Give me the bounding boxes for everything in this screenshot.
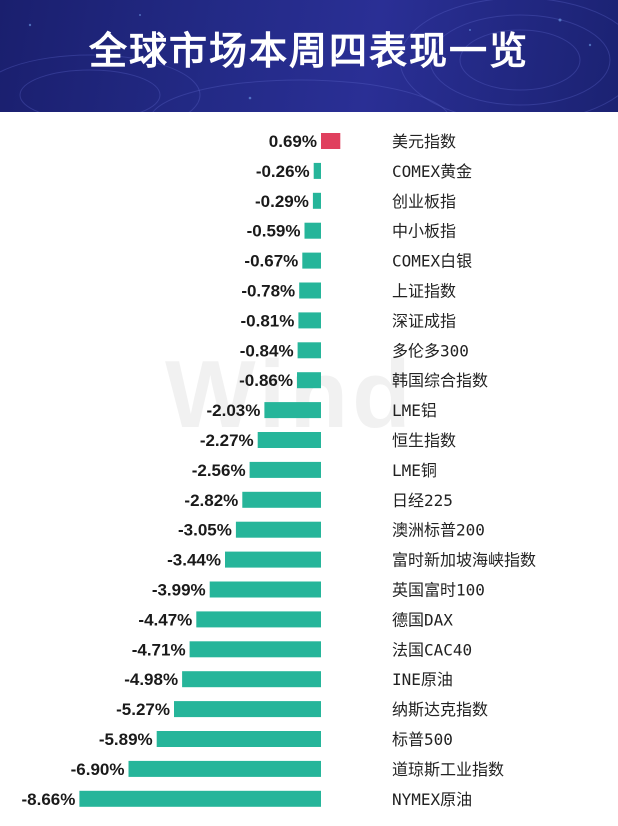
category-label-6: 深证成指 (392, 311, 456, 330)
bar-22 (79, 790, 322, 807)
value-label-4: -0.67% (244, 252, 298, 271)
value-label-8: -0.86% (239, 371, 293, 390)
category-label-3: 中小板指 (392, 222, 456, 241)
value-label-2: -0.29% (255, 192, 309, 211)
bar-1 (313, 162, 321, 179)
value-label-20: -5.89% (99, 730, 153, 749)
bar-16 (196, 611, 321, 628)
value-label-22: -8.66% (22, 790, 76, 809)
value-label-11: -2.56% (192, 461, 246, 480)
value-label-15: -3.99% (152, 581, 206, 600)
category-label-0: 美元指数 (392, 132, 456, 151)
bar-3 (304, 222, 321, 239)
value-label-19: -5.27% (116, 700, 170, 719)
bar-11 (249, 461, 321, 478)
bar-7 (297, 342, 321, 359)
value-label-9: -2.03% (207, 401, 261, 420)
bar-20 (156, 731, 321, 747)
bar-5 (299, 282, 321, 299)
category-label-12: 日经225 (392, 491, 453, 510)
bar-18 (182, 671, 321, 688)
category-label-7: 多伦多300 (392, 341, 469, 360)
category-label-1: COMEX黄金 (392, 162, 472, 181)
value-label-21: -6.90% (71, 760, 125, 779)
bar-4 (302, 252, 321, 269)
category-label-13: 澳洲标普200 (392, 521, 485, 540)
value-label-7: -0.84% (240, 341, 294, 360)
header-contour-decoration (0, 0, 618, 112)
category-label-10: 恒生指数 (392, 431, 456, 450)
header-banner: 全球市场本周四表现一览 (0, 0, 618, 112)
category-label-19: 纳斯达克指数 (392, 700, 488, 719)
category-label-17: 法国CAC40 (392, 640, 472, 659)
watermark-logo: Wind (165, 341, 415, 448)
bar-0 (321, 133, 341, 149)
category-label-20: 标普500 (392, 730, 453, 749)
bar-21 (128, 760, 321, 777)
value-label-6: -0.81% (241, 311, 295, 330)
category-label-4: COMEX白银 (392, 252, 472, 271)
bar-19 (174, 701, 321, 718)
bar-17 (189, 641, 321, 658)
category-label-15: 英国富时100 (392, 581, 485, 600)
bar-13 (235, 521, 321, 538)
value-label-13: -3.05% (178, 521, 232, 540)
bar-12 (242, 491, 321, 508)
bar-9 (264, 402, 321, 419)
category-label-14: 富时新加坡海峡指数 (392, 551, 536, 570)
value-label-12: -2.82% (184, 491, 238, 510)
category-label-2: 创业板指 (392, 192, 456, 211)
category-label-11: LME铜 (392, 461, 437, 480)
value-label-17: -4.71% (132, 640, 186, 659)
value-label-0: 0.69% (269, 132, 317, 151)
value-label-3: -0.59% (247, 222, 301, 241)
category-label-5: 上证指数 (392, 282, 456, 301)
value-label-5: -0.78% (241, 282, 295, 301)
value-label-14: -3.44% (167, 551, 221, 570)
value-label-10: -2.27% (200, 431, 254, 450)
page-title: 全球市场本周四表现一览 (88, 29, 529, 73)
category-label-18: INE原油 (392, 670, 453, 689)
category-label-22: NYMEX原油 (392, 790, 472, 809)
bar-8 (297, 372, 321, 389)
bar-14 (225, 551, 321, 568)
bar-15 (209, 581, 321, 598)
bar-2 (312, 192, 321, 209)
bar-6 (298, 312, 321, 329)
bar-10 (257, 432, 321, 448)
value-label-16: -4.47% (138, 610, 192, 629)
value-label-1: -0.26% (256, 162, 310, 181)
category-label-21: 道琼斯工业指数 (392, 760, 504, 779)
category-label-9: LME铝 (392, 401, 437, 420)
category-label-8: 韩国综合指数 (392, 371, 488, 390)
value-label-18: -4.98% (124, 670, 178, 689)
category-label-16: 德国DAX (392, 610, 453, 629)
